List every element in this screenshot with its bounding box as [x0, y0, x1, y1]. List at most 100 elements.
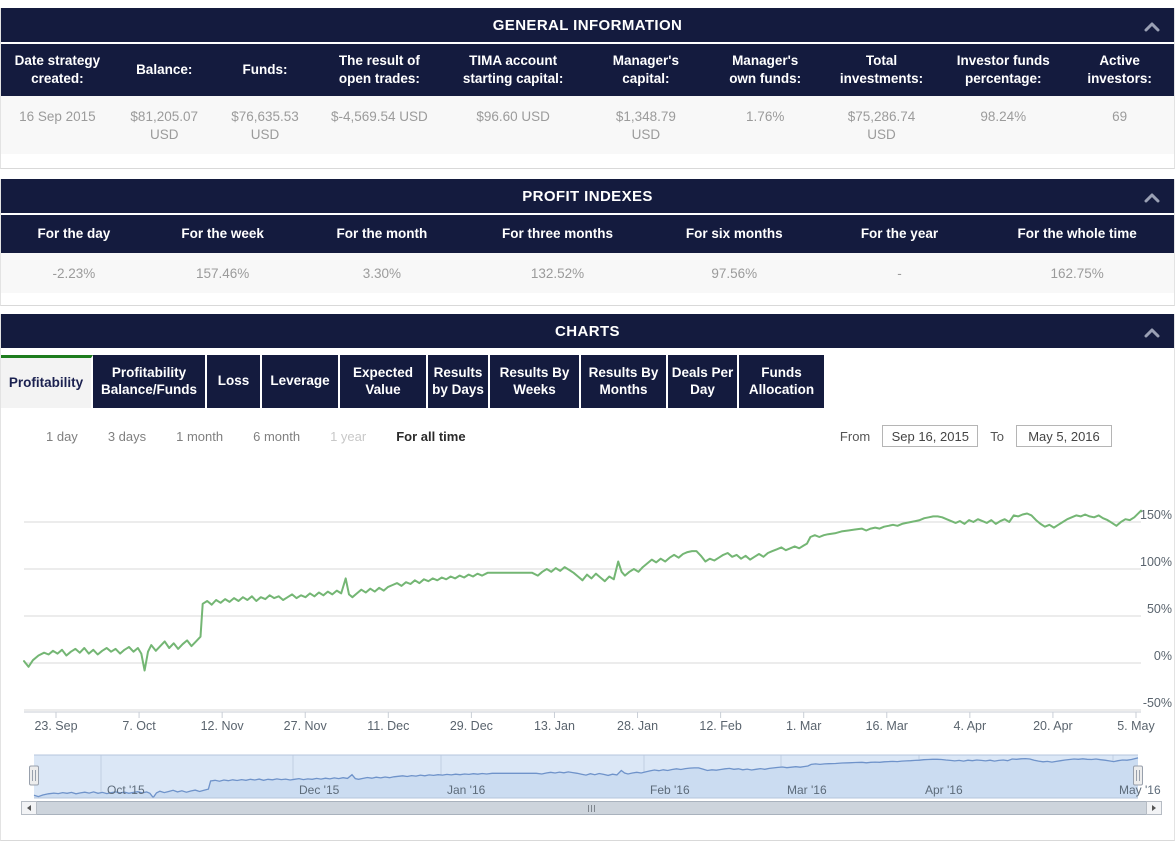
chart-navigator[interactable]: Oct '15 Dec '15 Jan '16 Feb '16 Mar '16 Apr '…: [1, 753, 1175, 800]
scrollbar-right-arrow-icon[interactable]: [1146, 801, 1162, 815]
chart-scrollbar[interactable]: [21, 801, 1162, 815]
general-col-value-text: $75,286.74: [847, 109, 916, 124]
general-values-row: 16 Sep 2015 $81,205.07 USD $76,635.53 USD $-4…: [1, 96, 1174, 154]
general-col-header: Manager's capital:: [612, 53, 679, 86]
tab-expected-value[interactable]: Expected Value: [340, 355, 428, 408]
collapse-chevron-icon[interactable]: [1144, 19, 1160, 36]
profit-values-row: -2.23% 157.46% 3.30% 132.52% 97.56% - 162.75%: [1, 253, 1174, 293]
general-col-header: The result of open trades:: [338, 53, 420, 86]
svg-text:Oct '15: Oct '15: [107, 783, 145, 797]
profit-col-value: 162.75%: [980, 253, 1174, 293]
general-col-value: $76,635.53 USD: [215, 96, 316, 154]
tab-results-by-days[interactable]: Results by Days: [428, 355, 490, 408]
general-information-panel: GENERAL INFORMATION Date strategy create…: [0, 8, 1175, 169]
profit-col-value: 132.52%: [465, 253, 650, 293]
tab-label: Results by Days: [432, 364, 484, 397]
range-6-month[interactable]: 6 month: [253, 428, 301, 444]
tab-results-by-weeks[interactable]: Results By Weeks: [490, 355, 581, 408]
tab-label: Results By Weeks: [499, 364, 570, 397]
svg-text:150%: 150%: [1140, 508, 1172, 522]
chart-tabs: Profitability Profitability Balance/Funds…: [1, 355, 1174, 408]
general-col-header: Manager's own funds:: [729, 53, 802, 86]
tab-leverage[interactable]: Leverage: [262, 355, 340, 408]
general-col-value-text: $76,635.53: [231, 109, 299, 124]
tab-funds-allocation[interactable]: Funds Allocation: [739, 355, 826, 408]
tab-label: Results By Months: [588, 364, 659, 397]
general-col-value: $96.60 USD: [443, 96, 583, 154]
profit-col-value-text: 162.75%: [1050, 266, 1104, 281]
scrollbar-thumb[interactable]: [37, 801, 1146, 815]
tab-deals-per-day[interactable]: Deals Per Day: [668, 355, 739, 408]
tab-loss[interactable]: Loss: [207, 355, 262, 408]
profit-col-header: For the week: [181, 226, 264, 242]
general-col-header: Date strategy created:: [14, 53, 101, 86]
profit-columns-header: For the day For the week For the month For …: [1, 215, 1174, 253]
svg-text:-50%: -50%: [1143, 696, 1172, 710]
profit-indexes-title: PROFIT INDEXES: [522, 187, 653, 205]
scrollbar-grip-icon: [588, 804, 595, 812]
profit-col-value: -: [819, 253, 981, 293]
date-range-controls: From To: [840, 425, 1112, 447]
profit-col-header: For three months: [502, 226, 614, 242]
tab-label: Deals Per Day: [671, 364, 734, 397]
tab-label: Loss: [217, 373, 250, 389]
tab-profitability[interactable]: Profitability: [1, 355, 93, 408]
tab-label: Funds Allocation: [748, 364, 815, 397]
general-col-header: Active investors:: [1087, 53, 1152, 86]
profit-col-value: -2.23%: [1, 253, 147, 293]
general-col-value-text: 98.24%: [980, 109, 1027, 124]
svg-text:1. Mar: 1. Mar: [786, 719, 821, 733]
general-col-value: $81,205.07 USD: [114, 96, 215, 154]
collapse-chevron-icon[interactable]: [1144, 325, 1160, 342]
to-date-input[interactable]: [1016, 425, 1112, 447]
range-3-days[interactable]: 3 days: [107, 428, 147, 444]
svg-text:13. Jan: 13. Jan: [534, 719, 575, 733]
tab-label: Profitability Balance/Funds: [100, 364, 198, 397]
from-label: From: [839, 428, 871, 444]
svg-text:0%: 0%: [1154, 649, 1172, 663]
general-col-value: 69: [1065, 96, 1174, 154]
general-col-value: 16 Sep 2015: [1, 96, 114, 154]
time-range-selector: 1 day 3 days 1 month 6 month 1 year For all t…: [46, 429, 466, 444]
general-col-value: $75,286.74 USD: [822, 96, 942, 154]
profit-col-value-text: 3.30%: [362, 266, 401, 281]
profit-col-value: 97.56%: [650, 253, 819, 293]
svg-text:Mar '16: Mar '16: [787, 783, 827, 797]
svg-text:20. Apr: 20. Apr: [1033, 719, 1073, 733]
general-col-header: Investor funds percentage:: [956, 53, 1050, 86]
general-col-value-text: 16 Sep 2015: [19, 109, 96, 124]
svg-text:Jan '16: Jan '16: [447, 783, 486, 797]
navigator-left-handle[interactable]: [29, 765, 39, 786]
range-for-all-time[interactable]: For all time: [396, 428, 466, 444]
range-1-month[interactable]: 1 month: [176, 428, 224, 444]
svg-text:29. Dec: 29. Dec: [450, 719, 493, 733]
general-col-value-text: 69: [1112, 109, 1128, 124]
collapse-chevron-icon[interactable]: [1144, 190, 1160, 207]
range-1-day[interactable]: 1 day: [46, 428, 78, 444]
navigator-right-handle[interactable]: [1133, 765, 1143, 786]
general-col-value-text: $81,205.07: [130, 109, 198, 124]
general-col-value-unit: USD: [631, 127, 661, 142]
svg-text:11. Dec: 11. Dec: [367, 719, 409, 733]
range-1-year: 1 year: [330, 428, 367, 444]
general-col-header: TIMA account starting capital:: [462, 53, 564, 86]
from-date-input[interactable]: [882, 425, 979, 447]
charts-header: CHARTS: [1, 314, 1174, 348]
tab-profitability-balance-funds[interactable]: Profitability Balance/Funds: [93, 355, 207, 408]
general-col-value: $1,348.79 USD: [583, 96, 709, 154]
charts-title: CHARTS: [555, 322, 620, 340]
svg-text:100%: 100%: [1140, 555, 1172, 569]
tab-results-by-months[interactable]: Results By Months: [581, 355, 668, 408]
tab-label: Expected Value: [352, 364, 414, 397]
chart-toolbar: 1 day 3 days 1 month 6 month 1 year For all t…: [1, 408, 1174, 464]
profit-col-header: For the whole time: [1017, 226, 1137, 242]
general-col-value-unit: USD: [867, 127, 896, 142]
svg-text:Apr '16: Apr '16: [925, 783, 963, 797]
general-col-value-text: $-4,569.54 USD: [330, 109, 428, 124]
scrollbar-left-arrow-icon[interactable]: [21, 801, 37, 815]
general-col-value-unit: USD: [250, 127, 280, 142]
general-col-value-text: $1,348.79: [615, 109, 676, 124]
general-col-value: 98.24%: [941, 96, 1065, 154]
general-information-header: GENERAL INFORMATION: [1, 8, 1174, 42]
